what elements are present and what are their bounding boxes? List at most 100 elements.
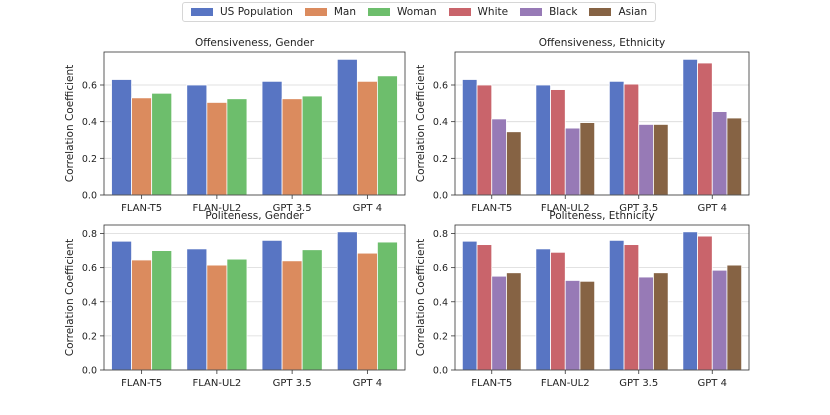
bar (623, 83, 640, 196)
y-axis-label: Correlation Coefficient (64, 239, 76, 357)
bar (506, 131, 522, 196)
bar (653, 124, 669, 196)
y-tick-label: 0.4 (433, 117, 448, 128)
chart-panel: 0.0 0.2 0.4 0.6 0.8 FLAN-T5 FLAN-UL2 GPT 3.5 GPT… (415, 210, 750, 389)
legend-label: Man (333, 6, 357, 18)
legend-label: Asian (618, 6, 648, 18)
y-tick-label: 0.6 (82, 263, 97, 274)
chart-panel: 0.0 0.2 0.4 0.6 0.8 FLAN-T5 FLAN-UL2 GPT 3.5 GPT… (64, 210, 406, 389)
bar (726, 117, 743, 196)
chart-title: Politeness, Gender (205, 210, 304, 222)
bar (206, 264, 228, 371)
x-tick-label: GPT 3.5 (619, 203, 658, 214)
bar (226, 98, 248, 196)
x-tick-label: FLAN-UL2 (541, 378, 590, 389)
bar (186, 248, 208, 371)
bar (377, 241, 398, 371)
axes-frame (454, 224, 750, 371)
bar (550, 89, 566, 196)
x-tick-label: GPT 4 (353, 203, 382, 214)
bar (301, 249, 323, 371)
x-tick-label: FLAN-UL2 (541, 203, 590, 214)
legend-swatch (368, 8, 391, 16)
chart-panel: 0.0 0.2 0.4 0.6 FLAN-T5 FLAN-UL2 GPT 3.5 GPT 4 O… (415, 37, 750, 214)
y-tick-label: 0.2 (82, 331, 97, 342)
bar (336, 58, 358, 196)
bar (356, 80, 378, 196)
y-tick-label: 0.2 (82, 154, 97, 165)
bar (638, 124, 654, 196)
y-tick-label: 0.0 (433, 191, 448, 202)
bar (111, 240, 132, 371)
y-axis-label: Correlation Coefficient (64, 65, 76, 183)
x-tick-label: GPT 3.5 (273, 203, 312, 214)
chart-title: Offensiveness, Gender (195, 37, 315, 49)
bar (711, 269, 728, 371)
bar (491, 118, 507, 196)
bar (535, 84, 551, 196)
bar (608, 80, 625, 196)
bar (206, 102, 228, 196)
bar (491, 275, 507, 371)
bar (111, 79, 132, 196)
chart-title: Offensiveness, Ethnicity (539, 37, 665, 49)
y-tick-label: 0.6 (82, 81, 97, 92)
x-tick-label: FLAN-T5 (471, 203, 512, 214)
bar (697, 62, 713, 196)
y-tick-label: 0.2 (433, 154, 448, 165)
bar (301, 95, 323, 196)
bar (261, 80, 283, 196)
legend-item: White (448, 6, 509, 18)
x-tick-label: GPT 3.5 (273, 378, 312, 389)
x-tick-label: FLAN-UL2 (193, 378, 242, 389)
bar (535, 248, 551, 371)
bar (682, 231, 698, 371)
legend-item: Man (304, 6, 357, 18)
legend-label: US Population (220, 6, 293, 18)
bar (226, 258, 248, 371)
x-tick-label: GPT 3.5 (619, 378, 658, 389)
legend-label: Black (549, 6, 578, 18)
bar (476, 244, 493, 371)
bar (550, 251, 566, 371)
y-tick-label: 0.4 (433, 297, 448, 308)
bar (476, 84, 493, 196)
legend-swatch (589, 8, 612, 16)
x-tick-label: FLAN-UL2 (193, 203, 242, 214)
bar (131, 259, 153, 371)
bar (281, 98, 303, 196)
x-tick-label: FLAN-T5 (121, 203, 162, 214)
bar (638, 276, 654, 371)
bar (682, 58, 698, 196)
bar (281, 260, 303, 371)
y-axis-label: Correlation Coefficient (415, 239, 427, 357)
legend-swatch (191, 8, 213, 16)
bar (151, 250, 173, 371)
bar (564, 127, 581, 196)
x-tick-label: FLAN-T5 (471, 378, 512, 389)
x-tick-label: GPT 4 (698, 378, 727, 389)
bar (131, 97, 153, 196)
axes-frame (454, 51, 750, 196)
bar (336, 231, 358, 371)
legend-item: Black (520, 6, 577, 18)
legend-label: Woman (397, 6, 437, 18)
bar (579, 280, 596, 371)
bar (151, 92, 173, 196)
y-tick-label: 0.8 (433, 229, 448, 240)
y-tick-label: 0.0 (433, 366, 448, 377)
bar (579, 122, 596, 196)
legend-swatch (304, 8, 327, 16)
bar (697, 235, 713, 371)
y-tick-label: 0.4 (82, 117, 97, 128)
y-tick-label: 0.8 (82, 229, 97, 240)
legend-label: White (477, 6, 509, 18)
chart-panel: 0.0 0.2 0.4 0.6 FLAN-T5 FLAN-UL2 GPT 3.5 GPT 4 O… (64, 37, 406, 214)
x-tick-label: GPT 4 (698, 203, 727, 214)
bar (711, 111, 728, 196)
legend-item: US Population (191, 6, 293, 18)
bar (726, 264, 743, 371)
axes-frame (103, 224, 406, 371)
legend-item: Woman (368, 6, 437, 18)
y-tick-label: 0.2 (433, 331, 448, 342)
